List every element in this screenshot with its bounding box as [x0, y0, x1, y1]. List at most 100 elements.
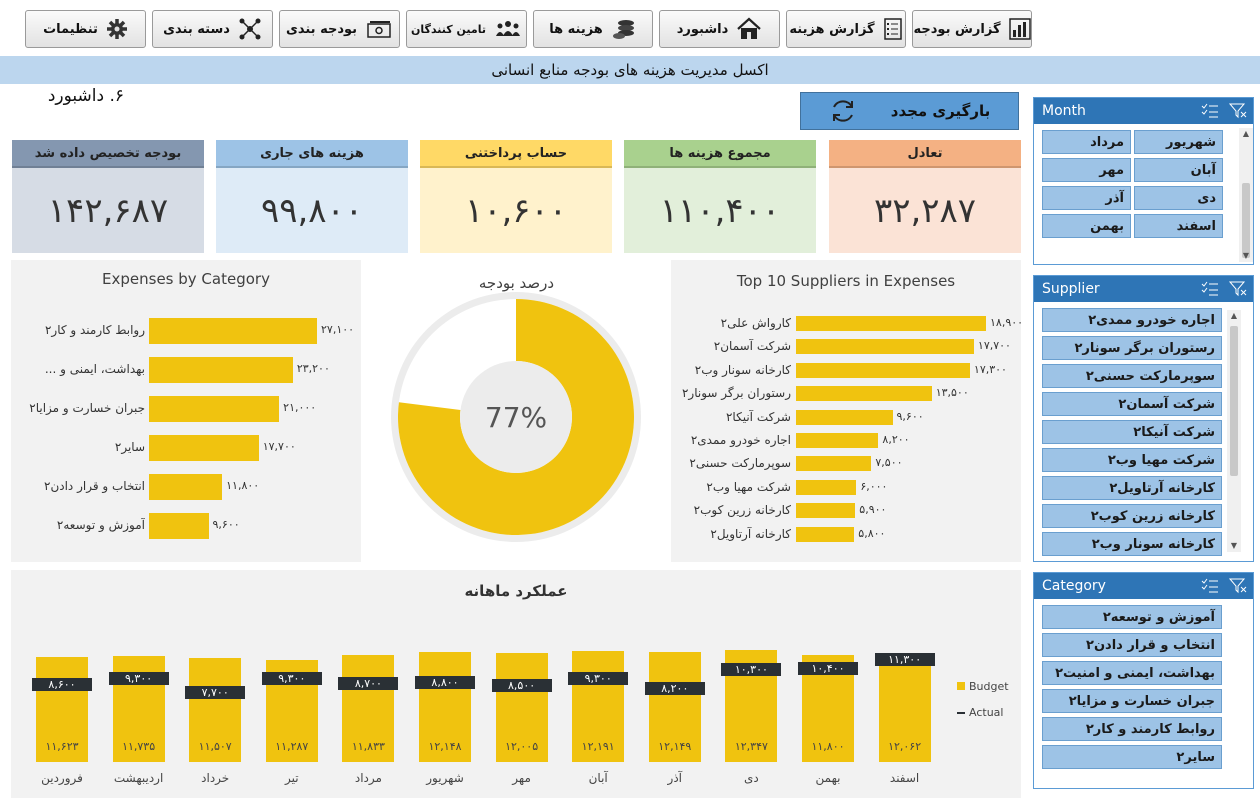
dashboard-button[interactable]: داشبورد — [659, 10, 780, 48]
month-label: بهمن — [815, 771, 841, 785]
supplier-option[interactable]: کارخانه زرین کوب۲ — [1042, 504, 1222, 528]
reload-button[interactable]: بارگیری مجدد — [800, 92, 1019, 130]
supplier-option[interactable]: کارخانه آرتاویل۲ — [1042, 476, 1222, 500]
gear-icon — [106, 19, 127, 39]
actual-marker: ۱۱,۳۰۰ — [874, 653, 935, 667]
data-label: ۹,۶۰۰ — [212, 518, 240, 531]
supplier-option[interactable]: کارخانه سونار وب۲ — [1042, 532, 1222, 556]
categories-button[interactable]: دسته بندی — [152, 10, 273, 48]
kpi-label: بودجه تخصیص داده شد — [12, 140, 204, 168]
month-slicer: Month شهریور مرداد آبان مهر دی آذر اسفند بهمن ▲… — [1033, 97, 1254, 265]
data-label: ۲۳,۲۰۰ — [296, 362, 330, 375]
data-label: ۱۷,۷۰۰ — [977, 339, 1011, 353]
bar — [149, 318, 317, 344]
month-option[interactable]: بهمن — [1042, 214, 1131, 238]
scroll-thumb[interactable] — [1230, 326, 1238, 476]
budget-data-label: ۱۲,۰۶۲ — [888, 740, 922, 753]
budget-data-label: ۱۱,۵۰۷ — [198, 740, 232, 753]
multi-select-icon[interactable] — [1201, 578, 1219, 594]
clear-filter-icon[interactable] — [1229, 281, 1247, 297]
month-option[interactable]: آبان — [1134, 158, 1223, 182]
data-label: ۱۱,۸۰۰ — [226, 479, 260, 492]
scroll-up-icon[interactable]: ▲ — [1242, 129, 1250, 138]
budget-data-label: ۱۲,۰۰۵ — [505, 740, 539, 753]
category-slicer: Category آموزش و توسعه۲ انتخاب و قرار داد… — [1033, 572, 1254, 789]
scroll-thumb[interactable] — [1242, 183, 1250, 258]
budget-data-label: ۱۱,۷۳۵ — [122, 740, 156, 753]
categories-label: دسته بندی — [163, 21, 230, 37]
people-icon — [495, 21, 520, 36]
expense-report-button[interactable]: گزارش هزینه — [786, 10, 906, 48]
month-label: آبان — [588, 771, 608, 785]
kpi-label: حساب پرداختنی — [420, 140, 612, 168]
expenses-button[interactable]: هزینه ها — [533, 10, 653, 48]
multi-select-icon[interactable] — [1201, 103, 1219, 119]
budget-bar — [419, 651, 471, 762]
data-label: ۱۷,۷۰۰ — [262, 440, 296, 453]
budget-data-label: ۱۲,۱۴۹ — [658, 740, 692, 753]
data-label: ۱۷,۳۰۰ — [973, 362, 1007, 376]
kpi-label: مجموع هزینه ها — [624, 140, 816, 168]
dashboard-label: داشبورد — [676, 21, 729, 37]
clear-filter-icon[interactable] — [1229, 103, 1247, 119]
kpi-card: مجموع هزینه ها ۱۱۰,۴۰۰ — [624, 140, 816, 253]
supplier-option[interactable]: شرکت آنیکا۲ — [1042, 420, 1222, 444]
supplier-option[interactable]: شرکت آسمان۲ — [1042, 392, 1222, 416]
category-option[interactable]: انتخاب و قرار دادن۲ — [1042, 633, 1222, 657]
category-option[interactable]: بهداشت، ایمنی و امنیت۲ — [1042, 661, 1222, 685]
supplier-option[interactable]: شرکت مهیا وب۲ — [1042, 448, 1222, 472]
budget-bar — [648, 651, 701, 762]
toolbar: گزارش بودجه گزارش هزینه داشبورد هزینه ها… — [0, 0, 1260, 56]
category-option[interactable]: سایر۲ — [1042, 745, 1222, 769]
data-label: ۹,۶۰۰ — [896, 409, 924, 423]
month-label: آذر — [667, 771, 683, 785]
expenses-label: هزینه ها — [549, 21, 603, 37]
actual-marker: ۸,۵۰۰ — [491, 678, 552, 692]
scroll-down-icon[interactable]: ▼ — [1230, 541, 1238, 550]
scroll-up-icon[interactable]: ▲ — [1230, 311, 1238, 320]
scroll-down-icon[interactable]: ▼ — [1242, 251, 1250, 260]
budget-data-label: ۱۱,۶۲۳ — [45, 740, 79, 753]
month-option[interactable]: اسفند — [1134, 214, 1223, 238]
month-option[interactable]: آذر — [1042, 186, 1131, 210]
bar — [149, 435, 259, 461]
budget-bar — [572, 651, 625, 762]
supplier-slicer: Supplier اجاره خودرو ممدی۲ رستوران برگر س… — [1033, 275, 1254, 562]
slicer-header: Supplier — [1034, 276, 1253, 302]
multi-select-icon[interactable] — [1201, 281, 1219, 297]
chart-title: عملکرد ماهانه — [464, 582, 568, 600]
supplier-scrollbar[interactable]: ▲ ▼ — [1227, 310, 1241, 552]
category-label: روابط کارمند و کار۲ — [44, 323, 145, 337]
budget-bar — [36, 656, 88, 762]
category-option[interactable]: جبران خسارت و مزایا۲ — [1042, 689, 1222, 713]
category-option[interactable]: روابط کارمند و کار۲ — [1042, 717, 1222, 741]
month-option[interactable]: مرداد — [1042, 130, 1131, 154]
legend-actual: Actual — [957, 706, 1003, 719]
data-label: ۲۷,۱۰۰ — [321, 323, 355, 336]
month-option[interactable]: شهریور — [1134, 130, 1223, 154]
suppliers-button[interactable]: تامین کنندگان — [406, 10, 527, 48]
budget-report-button[interactable]: گزارش بودجه — [912, 10, 1032, 48]
budget-bar — [495, 653, 548, 762]
clear-filter-icon[interactable] — [1229, 578, 1247, 594]
month-scrollbar[interactable]: ▲ ▼ — [1239, 128, 1253, 262]
bar — [796, 526, 855, 542]
checklist-icon — [883, 18, 902, 40]
category-option[interactable]: آموزش و توسعه۲ — [1042, 605, 1222, 629]
month-label: مهر — [512, 771, 531, 785]
supplier-option[interactable]: اجاره خودرو ممدی۲ — [1042, 308, 1222, 332]
month-option[interactable]: مهر — [1042, 158, 1131, 182]
kpi-card: بودجه تخصیص داده شد ۱۴۲,۶۸۷ — [12, 140, 204, 253]
month-option[interactable]: دی — [1134, 186, 1223, 210]
bar — [796, 479, 857, 495]
supplier-option[interactable]: سوپرمارکت حسنی۲ — [1042, 364, 1222, 388]
settings-button[interactable]: تنظیمات — [25, 10, 146, 48]
category-label: رستوران برگر سونار۲ — [681, 386, 791, 401]
budget-data-label: ۱۱,۲۸۷ — [275, 740, 309, 753]
kpi-label: تعادل — [829, 140, 1021, 168]
category-label: شرکت مهیا وب۲ — [706, 479, 791, 494]
budgeting-button[interactable]: بودجه بندی — [279, 10, 400, 48]
supplier-option[interactable]: رستوران برگر سونار۲ — [1042, 336, 1222, 360]
kpi-value: ۳۲,۲۸۷ — [873, 190, 977, 231]
kpi-label: هزینه های جاری — [216, 140, 408, 168]
